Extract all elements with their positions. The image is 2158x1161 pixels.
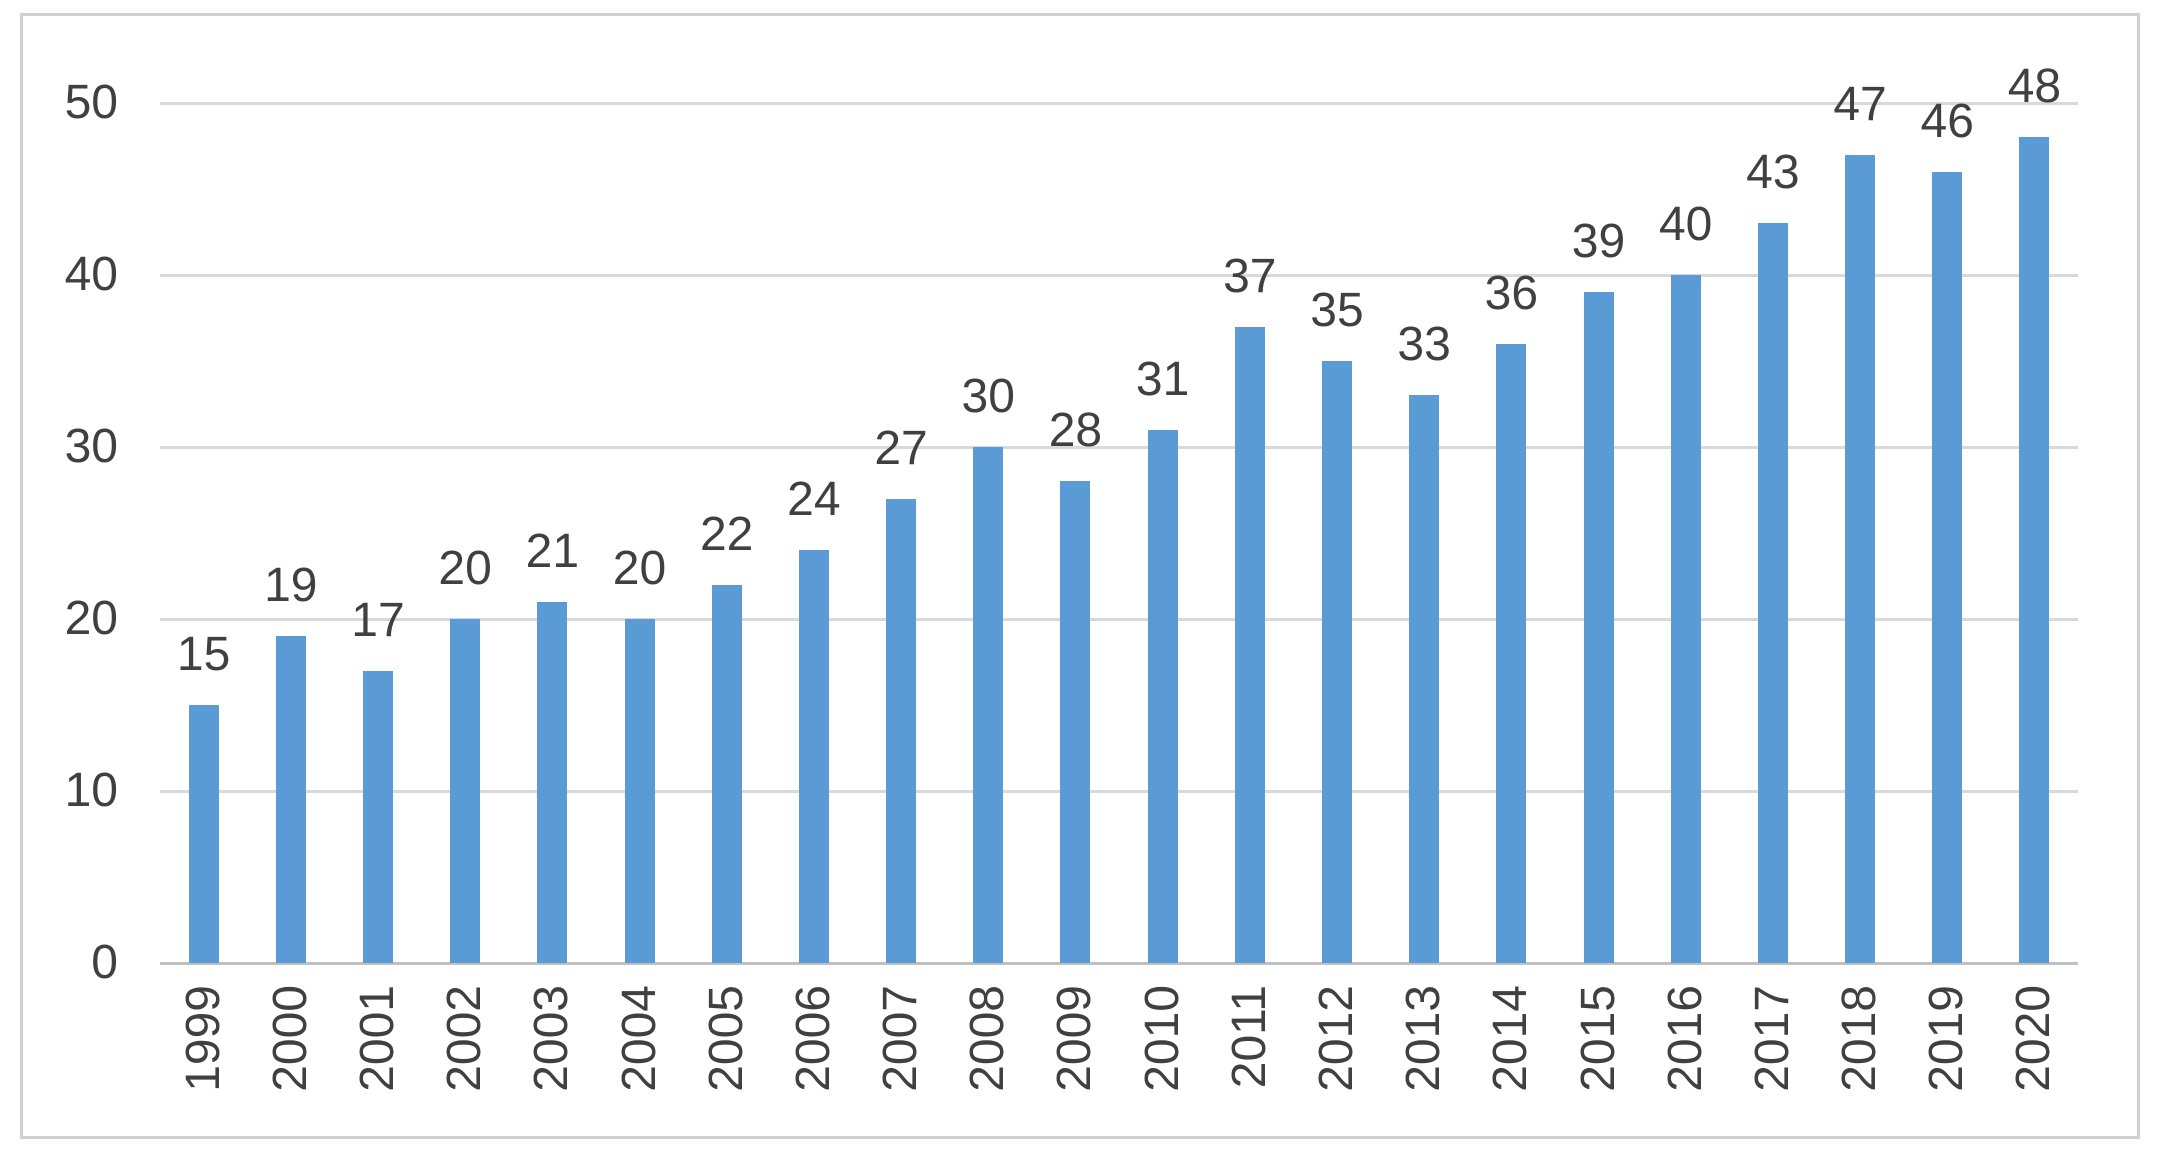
x-tick-label: 2012	[1309, 985, 1363, 1092]
x-tick-label: 2018	[1833, 985, 1887, 1092]
bar-value-label: 24	[787, 473, 841, 527]
bar-value-label: 37	[1223, 249, 1277, 303]
x-axis-baseline	[160, 961, 2078, 965]
bar-2007	[886, 498, 917, 963]
bar-value-label: 17	[351, 593, 405, 647]
y-tick-label: 50	[64, 76, 118, 129]
x-tick-label: 2007	[874, 985, 928, 1092]
bar-value-label: 43	[1746, 146, 1800, 200]
bar-value-label: 48	[2007, 60, 2062, 114]
x-tick-label: 1999	[176, 985, 230, 1092]
x-tick-label: 2020	[2007, 985, 2061, 1092]
bar-2013	[1409, 395, 1440, 963]
x-tick-label: 2015	[1571, 985, 1625, 1092]
bar-2012	[1321, 361, 1352, 963]
bar-value-label: 40	[1658, 198, 1713, 251]
bar-value-label: 35	[1310, 284, 1364, 337]
bar-value-label: 47	[1833, 77, 1887, 131]
bar-value-label: 21	[525, 524, 580, 578]
bar-2020	[2019, 137, 2050, 963]
bar-value-label: 15	[176, 628, 231, 681]
bar-value-label: 31	[1135, 352, 1190, 406]
gridline	[160, 789, 2078, 793]
bar-value-label: 39	[1571, 215, 1626, 269]
bar-2018	[1845, 154, 1876, 963]
bar-value-label: 46	[1920, 94, 1974, 148]
y-tick-label: 0	[91, 936, 118, 989]
bar-2000	[275, 636, 306, 963]
bar-2019	[1932, 171, 1963, 963]
x-tick-label: 2016	[1658, 985, 1712, 1092]
bar-value-label: 28	[1048, 404, 1103, 458]
y-axis: 0 10 20 30 40 50	[0, 79, 118, 987]
bar-2005	[711, 584, 742, 963]
bar-2014	[1496, 343, 1527, 963]
gridline	[160, 273, 2078, 277]
gridline	[160, 445, 2078, 449]
bar-2002	[450, 619, 481, 963]
x-tick-label: 2009	[1048, 985, 1102, 1092]
bar-value-label: 30	[961, 370, 1015, 423]
x-tick-label: 2019	[1920, 985, 1974, 1092]
y-tick-label: 20	[64, 592, 118, 645]
x-axis: 1999 2000 2001 2002 2003 2004 2005 2006 2007 2008…	[160, 963, 2078, 1161]
x-tick-label: 2014	[1484, 985, 1538, 1092]
y-tick-label: 40	[64, 248, 118, 301]
bar-2011	[1234, 326, 1265, 963]
y-tick-label: 10	[64, 764, 118, 817]
gridline	[160, 101, 2078, 105]
x-tick-label: 2002	[438, 985, 492, 1092]
bar-value-label: 33	[1397, 318, 1451, 372]
x-tick-label: 2010	[1135, 985, 1189, 1092]
bar-value-label: 20	[612, 542, 667, 595]
x-tick-label: 2005	[699, 985, 753, 1092]
x-tick-label: 2017	[1745, 985, 1799, 1092]
bar-1999	[188, 705, 219, 963]
bar-value-label: 19	[264, 559, 318, 613]
x-tick-label: 2004	[612, 985, 666, 1092]
bar-2008	[973, 447, 1004, 963]
bar-value-label: 22	[699, 507, 754, 561]
chart-frame-border	[20, 13, 2140, 1139]
x-tick-label: 2001	[350, 985, 404, 1092]
bar-2001	[362, 670, 393, 963]
x-tick-label: 2013	[1397, 985, 1451, 1092]
bar-value-label: 20	[438, 542, 492, 595]
x-tick-label: 2006	[786, 985, 840, 1092]
x-tick-label: 2008	[961, 985, 1015, 1092]
gridline	[160, 617, 2078, 621]
bar-2017	[1757, 223, 1788, 963]
bar-2015	[1583, 292, 1614, 963]
bar-2004	[624, 619, 655, 963]
x-tick-label: 2003	[525, 985, 579, 1092]
y-tick-label: 30	[64, 420, 118, 473]
x-tick-label: 2011	[1222, 985, 1276, 1089]
bar-value-label: 27	[874, 421, 928, 475]
bar-value-label: 36	[1484, 266, 1539, 320]
x-tick-label: 2000	[263, 985, 317, 1092]
bar-2003	[537, 601, 568, 963]
bar-2009	[1060, 481, 1091, 963]
plot-area: 15 19 17 20 21 20 22 24 27 30 28 31 37 35 33 36 39 40 43 47…	[160, 63, 2078, 965]
bar-2016	[1670, 275, 1701, 963]
bar-2010	[1147, 429, 1178, 963]
bar-2006	[798, 550, 829, 963]
